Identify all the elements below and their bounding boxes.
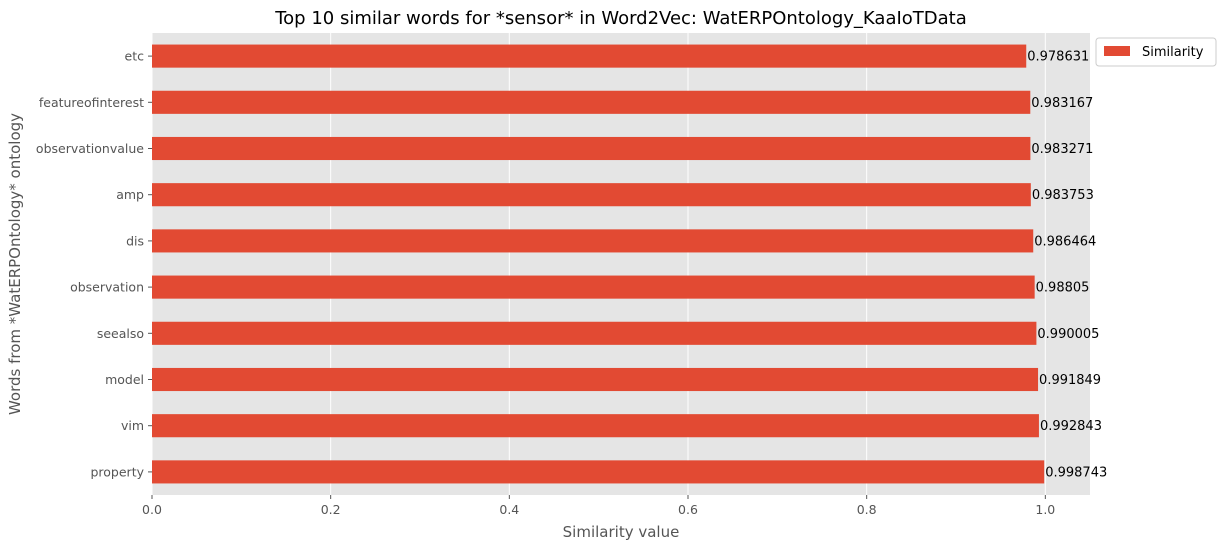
y-tick-label-vim: vim xyxy=(121,418,144,433)
bar-model xyxy=(152,367,1039,392)
y-tick-label-observationvalue: observationvalue xyxy=(36,141,144,156)
bar-etc xyxy=(152,44,1027,68)
x-tick-label: 0.4 xyxy=(499,502,519,517)
y-axis-label: Words from *WatERPOntology* ontology xyxy=(6,113,24,415)
x-tick-label: 1.0 xyxy=(1035,502,1055,517)
data-label-observation: 0.98805 xyxy=(1036,281,1090,296)
data-label-featureofinterest: 0.983167 xyxy=(1031,96,1093,111)
data-label-etc: 0.978631 xyxy=(1027,50,1089,65)
legend: Similarity xyxy=(1095,37,1217,67)
data-labels: 0.998743 0.992843 0.991849 0.990005 0.98805 0… xyxy=(1027,50,1107,481)
bar-property xyxy=(152,460,1045,484)
data-label-seealso: 0.990005 xyxy=(1037,327,1099,342)
x-tick-label: 0.0 xyxy=(142,502,162,517)
legend-entry-similarity: Similarity xyxy=(1142,45,1204,60)
data-label-amp: 0.983753 xyxy=(1032,188,1094,203)
y-tick-label-etc: etc xyxy=(125,49,145,64)
bar-observation xyxy=(152,275,1035,299)
y-tick-label-model: model xyxy=(105,372,144,387)
chart-title: Top 10 similar words for *sensor* in Wor… xyxy=(274,8,967,29)
bar-vim xyxy=(152,414,1039,438)
x-axis-label: Similarity value xyxy=(563,523,680,541)
data-label-model: 0.991849 xyxy=(1039,373,1101,388)
legend-box xyxy=(1095,37,1217,67)
data-label-property: 0.998743 xyxy=(1045,465,1107,480)
data-label-vim: 0.992843 xyxy=(1040,419,1102,434)
x-tick-label: 0.2 xyxy=(321,502,341,517)
y-tick-label-property: property xyxy=(90,464,144,479)
data-label-dis: 0.986464 xyxy=(1034,234,1096,249)
bar-seealso xyxy=(152,321,1037,345)
x-axis-ticks: 0.0 0.2 0.4 0.6 0.8 1.0 xyxy=(142,495,1055,517)
bar-observationvalue xyxy=(152,136,1031,161)
legend-swatch xyxy=(1104,46,1130,56)
bar-featureofinterest xyxy=(152,90,1031,114)
y-tick-label-seealso: seealso xyxy=(97,326,144,341)
y-tick-label-amp: amp xyxy=(116,187,144,202)
y-tick-label-dis: dis xyxy=(126,233,144,248)
y-tick-label-featureofinterest: featureofinterest xyxy=(39,95,144,110)
y-axis-ticks: property vim model seealso observation dis amp… xyxy=(36,49,152,479)
data-label-observationvalue: 0.983271 xyxy=(1031,142,1093,157)
bars xyxy=(152,44,1045,484)
x-tick-label: 0.6 xyxy=(678,502,698,517)
y-tick-label-observation: observation xyxy=(70,280,144,295)
bar-dis xyxy=(152,229,1034,253)
bar-amp xyxy=(152,183,1031,207)
x-tick-label: 0.8 xyxy=(857,502,877,517)
